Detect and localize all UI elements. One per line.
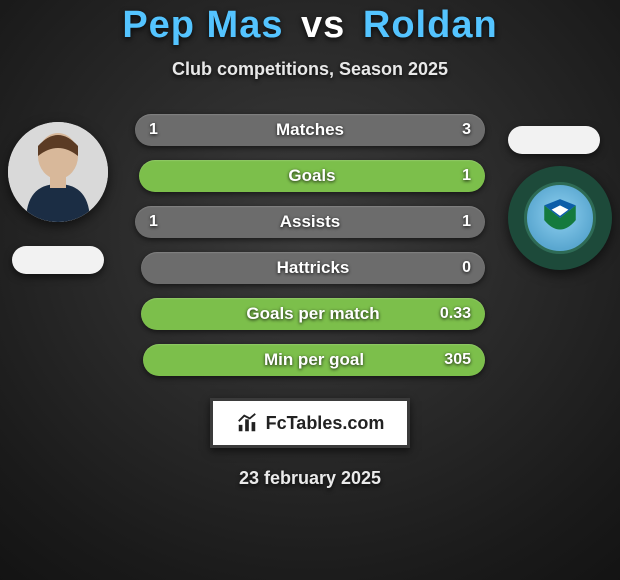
stat-value-left: 1 — [149, 114, 158, 146]
fctables-logo-icon — [236, 412, 258, 434]
left-column — [8, 122, 108, 274]
stat-value-right: 1 — [462, 206, 471, 238]
stat-row: Goals per match 0.33 — [141, 298, 485, 330]
stat-label: Goals — [288, 166, 335, 186]
stat-value-left: 1 — [149, 206, 158, 238]
stat-value-right: 1 — [462, 160, 471, 192]
team-crest-icon — [524, 182, 597, 255]
stat-label: Matches — [276, 120, 344, 140]
player1-silhouette-icon — [8, 122, 108, 222]
subtitle: Club competitions, Season 2025 — [172, 59, 448, 80]
stat-label: Goals per match — [246, 304, 379, 324]
player1-photo — [8, 122, 108, 222]
right-column — [508, 166, 612, 270]
footer-brand-text: FcTables.com — [266, 413, 385, 434]
title-player1: Pep Mas — [122, 4, 283, 46]
title-player2: Roldan — [363, 4, 498, 46]
title: Pep Mas vs Roldan — [122, 4, 497, 47]
stat-label: Assists — [280, 212, 340, 232]
stat-row: Matches 1 3 — [135, 114, 485, 146]
stats-rows: Matches 1 3 Goals 1 Assists 1 1 Hattricks 0 Goals … — [135, 114, 485, 376]
stat-value-right: 3 — [462, 114, 471, 146]
stat-value-right: 0.33 — [440, 298, 471, 330]
stat-label: Min per goal — [264, 350, 364, 370]
stat-row: Assists 1 1 — [135, 206, 485, 238]
player2-team-badge — [508, 166, 612, 270]
stat-row: Min per goal 305 — [143, 344, 485, 376]
title-vs: vs — [301, 4, 345, 46]
stat-row: Goals 1 — [139, 160, 485, 192]
stat-label: Hattricks — [277, 258, 350, 278]
stat-value-right: 305 — [444, 344, 471, 376]
seattle-crest-icon — [539, 197, 581, 239]
player2-blank-chip — [508, 126, 600, 154]
stat-value-right: 0 — [462, 252, 471, 284]
player1-team-chip — [12, 246, 104, 274]
stage: Pep Mas vs Roldan Club competitions, Sea… — [0, 0, 620, 580]
footer-badge: FcTables.com — [210, 398, 410, 448]
date-text: 23 february 2025 — [239, 468, 381, 489]
stat-row: Hattricks 0 — [141, 252, 485, 284]
